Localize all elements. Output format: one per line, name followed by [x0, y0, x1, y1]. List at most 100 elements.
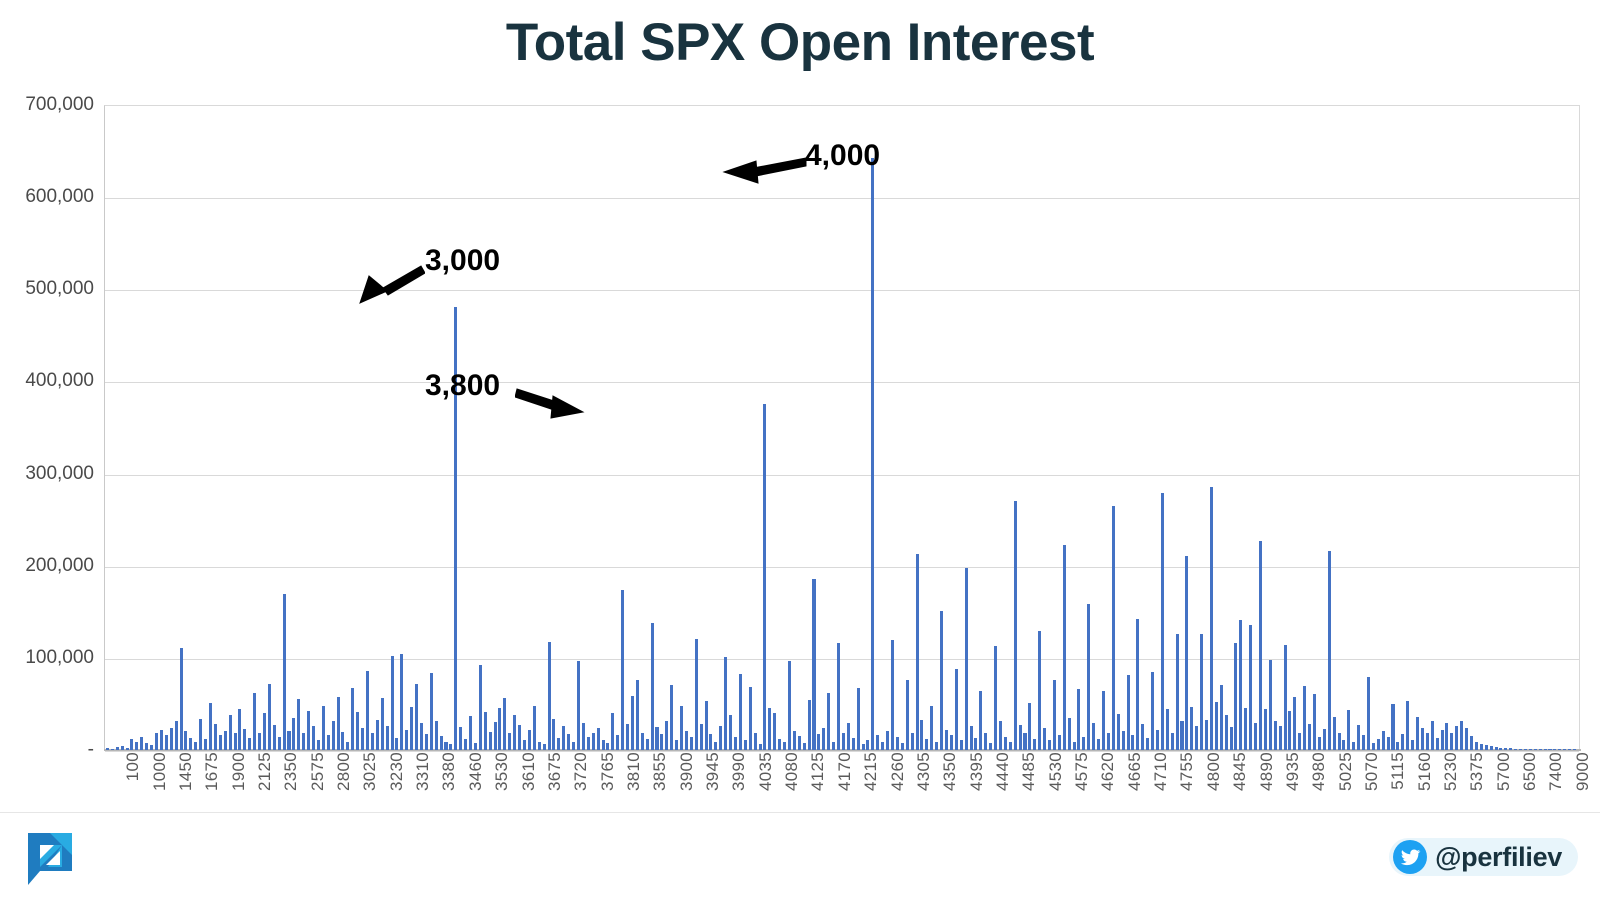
- x-axis-tick-label: 6500: [1520, 752, 1540, 792]
- bar: [841, 733, 845, 750]
- bar: [591, 732, 595, 750]
- x-axis-tick-label: 3810: [623, 752, 643, 792]
- bar: [1013, 501, 1017, 750]
- bar: [316, 739, 320, 750]
- bar: [1067, 717, 1071, 750]
- bar: [1254, 723, 1258, 750]
- bar: [920, 719, 924, 750]
- bar: [969, 726, 973, 750]
- twitter-icon: [1393, 840, 1428, 874]
- bar: [812, 578, 816, 750]
- bar: [1175, 633, 1179, 750]
- x-axis-tick-label: 4800: [1203, 752, 1223, 792]
- bar-series: [105, 106, 1579, 750]
- bar: [380, 698, 384, 750]
- bar: [944, 729, 948, 750]
- perfiliev-logo-icon: [28, 833, 72, 885]
- x-axis-tick-label: 4395: [966, 752, 986, 792]
- bar: [783, 741, 787, 750]
- bar: [1263, 709, 1267, 750]
- bar: [287, 730, 291, 750]
- bar: [778, 738, 782, 750]
- bar: [1303, 685, 1307, 750]
- twitter-badge[interactable]: @perfiliev: [1389, 838, 1578, 876]
- bar: [655, 726, 659, 750]
- x-axis-tick-label: 4305: [913, 752, 933, 792]
- bar: [272, 725, 276, 750]
- x-axis-tick-label: 3025: [360, 752, 380, 792]
- bar: [915, 553, 919, 750]
- bar: [120, 746, 124, 750]
- bar: [724, 656, 728, 750]
- bar: [1396, 741, 1400, 750]
- x-axis-tick-label: 2125: [254, 752, 274, 792]
- x-axis-tick-label: 5115: [1388, 752, 1408, 790]
- bar: [1057, 735, 1061, 750]
- bar: [827, 692, 831, 750]
- x-axis-tick-label: 4170: [834, 752, 854, 792]
- bar: [1352, 741, 1356, 750]
- bar: [105, 748, 109, 750]
- bar: [1288, 711, 1292, 750]
- bar: [940, 610, 944, 750]
- bar: [1381, 730, 1385, 750]
- bar: [370, 732, 374, 750]
- bar: [302, 733, 306, 750]
- bar: [1499, 747, 1503, 750]
- x-axis-tick-label: 4710: [1151, 752, 1171, 792]
- bar: [429, 672, 433, 750]
- bar: [164, 735, 168, 750]
- bar: [733, 737, 738, 750]
- bar: [1278, 726, 1282, 750]
- x-axis-tick-label: 1450: [175, 752, 195, 792]
- bar: [115, 747, 119, 750]
- bar: [1106, 733, 1110, 750]
- bar: [464, 738, 468, 750]
- page-title: Total SPX Open Interest: [505, 13, 1095, 72]
- bar: [336, 697, 340, 750]
- bar: [179, 647, 183, 750]
- gridline: [105, 290, 1579, 292]
- x-axis-tick-label: 4215: [861, 752, 881, 792]
- bar: [552, 718, 556, 750]
- bar: [1435, 738, 1439, 750]
- bar: [1425, 732, 1429, 750]
- bar: [567, 734, 571, 750]
- bar: [331, 720, 335, 750]
- bar: [356, 712, 360, 750]
- x-axis-tick-label: 3945: [703, 752, 723, 792]
- bar: [621, 589, 625, 750]
- bar: [1229, 726, 1233, 750]
- bar: [979, 691, 983, 750]
- x-axis-tick-label: 3530: [492, 752, 512, 792]
- bar: [763, 404, 767, 750]
- bar: [1460, 721, 1464, 750]
- bar: [1028, 703, 1032, 750]
- x-axis-tick-label: 3855: [650, 752, 670, 792]
- bar: [866, 739, 870, 750]
- x-axis-line: [104, 749, 1581, 751]
- bar: [1357, 725, 1361, 750]
- bar: [684, 730, 688, 750]
- bar: [1155, 729, 1159, 750]
- bar: [1268, 659, 1272, 750]
- bar: [1048, 739, 1052, 750]
- bar: [611, 713, 615, 750]
- bar: [1455, 726, 1459, 750]
- x-axis-tick-label: 2350: [281, 752, 301, 792]
- bar: [851, 738, 855, 750]
- bar: [581, 723, 585, 750]
- bar: [194, 741, 198, 750]
- bar: [935, 741, 939, 750]
- bar: [365, 670, 370, 750]
- bar: [768, 707, 772, 750]
- bar: [282, 594, 286, 750]
- footer-divider: [0, 812, 1600, 813]
- bar: [910, 733, 914, 750]
- bar: [1416, 716, 1420, 750]
- annotation-label-3800: 3,800: [425, 369, 501, 402]
- x-axis-tick-label: 4440: [992, 752, 1012, 792]
- bar: [650, 622, 654, 750]
- bar: [1052, 679, 1056, 750]
- bar: [1087, 604, 1091, 750]
